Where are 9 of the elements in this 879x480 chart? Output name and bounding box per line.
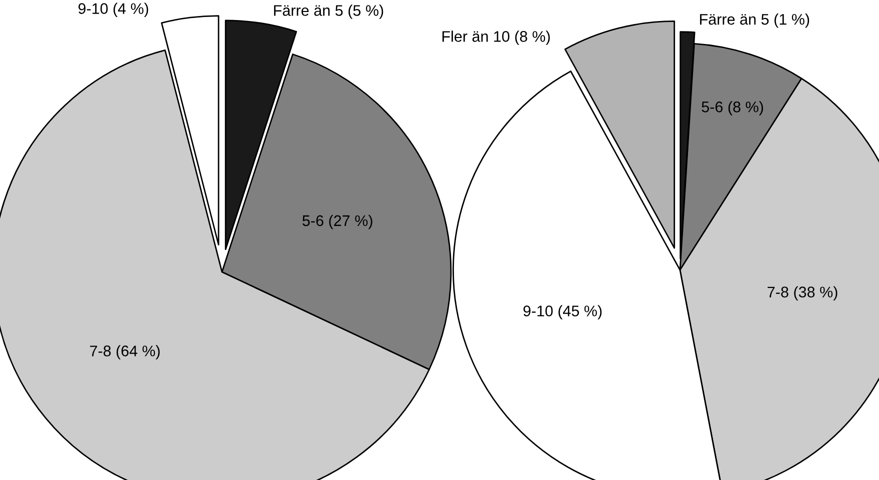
slice-label: Färre än 5 (5 %) bbox=[274, 4, 384, 19]
slice-label: 7-8 (38 %) bbox=[768, 286, 838, 300]
slice-label: 5-6 (27 %) bbox=[302, 214, 372, 230]
slice-label: Fler än 10 (8 %) bbox=[442, 30, 550, 45]
slice-label: 9-10 (45 %) bbox=[523, 305, 602, 320]
slice-label: Färre än 5 (1 %) bbox=[700, 14, 810, 28]
slice-label: 7-8 (64 %) bbox=[90, 345, 160, 360]
slice-label: 9-10 (4 %) bbox=[78, 2, 148, 17]
slice-label: 5-6 (8 %) bbox=[702, 101, 764, 116]
